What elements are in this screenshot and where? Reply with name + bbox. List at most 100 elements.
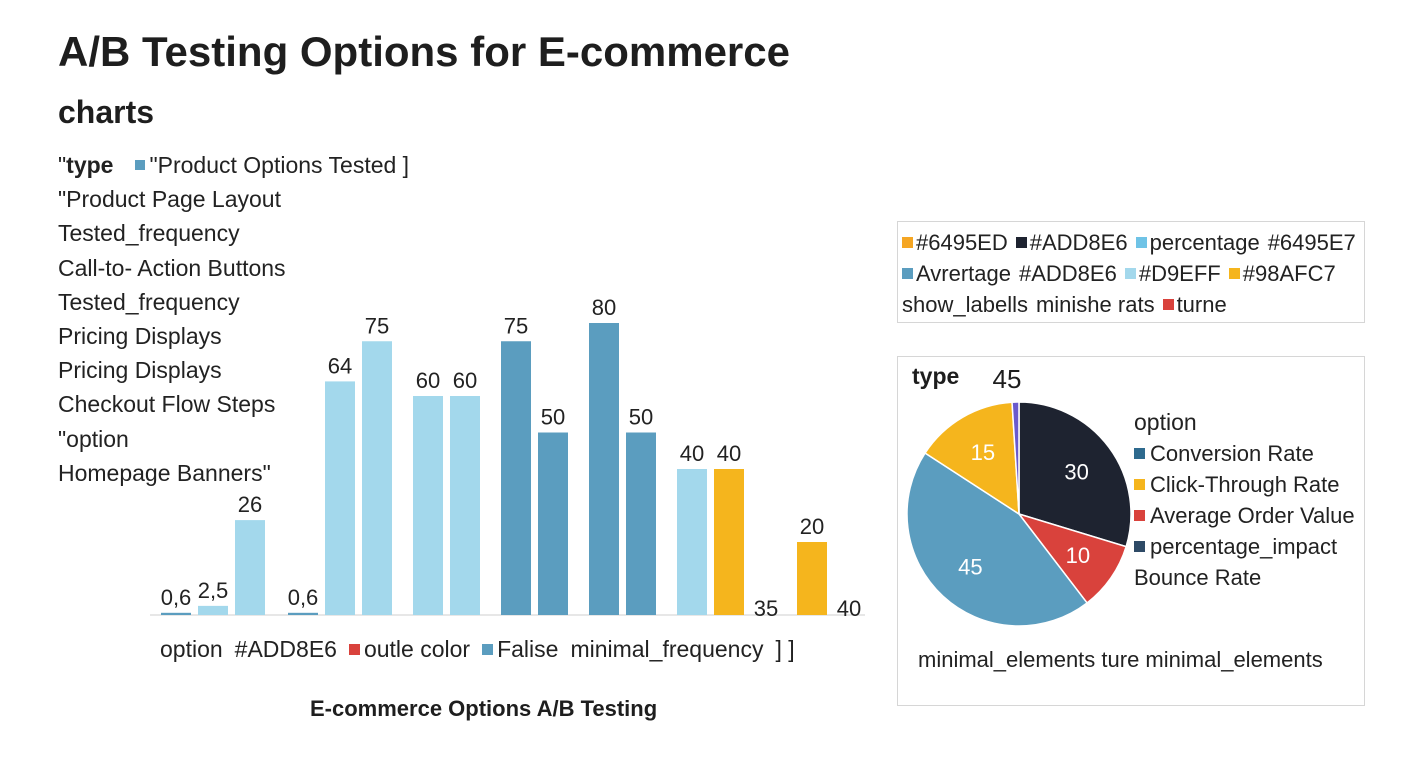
bar <box>677 469 707 615</box>
spec-row: Pricing Displays <box>58 323 222 350</box>
pie-legend-label: Average Order Value <box>1150 503 1355 528</box>
bar-value-label: 35 <box>754 596 778 621</box>
spec-row: Call-to- Action Buttons <box>58 254 286 281</box>
spec-value: "Product Options Tested ] <box>149 152 410 178</box>
spec-row: "Product Page Layout <box>58 186 281 213</box>
legend-swatch <box>1134 510 1145 521</box>
bar-legend-item: #ADD8E6 <box>235 636 337 663</box>
legend-box-item: percentage <box>1135 227 1260 258</box>
spec-swatch <box>135 160 146 170</box>
pie-slice <box>923 401 1020 516</box>
bar-legend: option #ADD8E6 outle color Falise minimal_fr… <box>160 636 795 663</box>
legend-swatch <box>1015 237 1027 248</box>
legend-box-label: percentage <box>1149 230 1260 255</box>
legend-box-label: minishe rats <box>1035 292 1155 317</box>
pie-legend-item: percentage_impact <box>1134 531 1355 562</box>
bar-legend-label: #ADD8E6 <box>234 636 337 662</box>
bar-legend-suffix: ] ] <box>775 636 795 662</box>
page-subtitle: charts <box>58 94 155 130</box>
bar <box>450 396 480 615</box>
legend-box-label: #6495E7 <box>1267 230 1356 255</box>
page-title: A/B Testing Options for E-commerce <box>58 28 790 75</box>
bar-value-label: 40 <box>680 441 704 466</box>
pie-slice-label: 45 <box>958 555 982 580</box>
spec-key: type <box>66 152 114 178</box>
bar <box>589 323 619 615</box>
pie-legend-item: Average Order Value <box>1134 500 1355 531</box>
pie-slice-label: 30 <box>1064 459 1088 484</box>
legend-box-label: #D9EFF <box>1138 261 1221 286</box>
bar <box>797 542 827 615</box>
pie-legend-item: Click-Through Rate <box>1134 469 1355 500</box>
legend-box-item: show_labells <box>902 289 1028 320</box>
bar-legend-item: outle color <box>348 636 471 663</box>
color-legend-box: #6495ED #ADD8E6 percentage #6495E7 Avrertage… <box>897 221 1365 323</box>
legend-box-item: #6495E7 <box>1268 227 1356 258</box>
legend-swatch <box>1134 479 1145 490</box>
legend-box-label: turne <box>1176 292 1227 317</box>
pie-slice-label: 15 <box>971 440 995 465</box>
legend-box-label: #98AFC7 <box>1242 261 1336 286</box>
bar-value-label: 60 <box>453 368 477 393</box>
bar-value-label: 50 <box>541 405 565 430</box>
legend-swatch <box>902 268 913 279</box>
legend-swatch <box>1135 237 1147 248</box>
bar <box>235 520 265 615</box>
pie-chart: 30 10 45 15 45 <box>906 364 1132 627</box>
legend-box-item: minishe rats <box>1036 289 1155 320</box>
pie-legend-label: Conversion Rate <box>1150 441 1314 466</box>
bar-value-label: 26 <box>238 492 262 517</box>
pie-slice-label: 45 <box>992 364 1021 394</box>
spec-row: Tested_frequency <box>58 288 240 315</box>
bar <box>714 469 744 615</box>
bar-value-label: 0,6 <box>161 585 192 610</box>
legend-box-label: show_labells <box>902 292 1028 317</box>
legend-swatch <box>482 644 494 655</box>
bar-value-label: 75 <box>365 313 389 338</box>
legend-box-label: #ADD8E6 <box>1018 261 1117 286</box>
spec-row-type: "type "Product Options Tested ] <box>58 148 409 182</box>
legend-swatch <box>902 237 913 248</box>
legend-box-item: #D9EFF <box>1124 258 1221 289</box>
bar-value-label: 40 <box>837 596 861 621</box>
bar <box>362 341 392 615</box>
bar-value-label: 20 <box>800 514 824 539</box>
legend-swatch <box>1124 268 1136 279</box>
bar-legend-label: outle color <box>363 636 471 662</box>
bar <box>288 612 318 615</box>
legend-box-item: #ADD8E6 <box>1015 227 1128 258</box>
bar-legend-item: Falise <box>482 636 558 663</box>
bar-value-label: 60 <box>416 368 440 393</box>
bar-chart-caption: E-commerce Options A/B Testing <box>310 696 658 721</box>
legend-box-row: Avrertage #ADD8E6 #D9EFF #98AFC7 <box>902 258 1364 289</box>
legend-box-item: turne <box>1162 289 1227 320</box>
pie-type-label: type <box>912 363 960 389</box>
bar-legend-label: option <box>160 636 223 662</box>
legend-swatch <box>1162 299 1174 310</box>
bar-value-label: 80 <box>592 295 616 320</box>
legend-box-label: #ADD8E6 <box>1029 230 1128 255</box>
spec-row: "option <box>58 425 129 452</box>
bar <box>161 612 191 615</box>
bar <box>413 396 443 615</box>
pie-slice <box>906 452 1089 627</box>
bar-legend-item: minimal_frequency <box>570 636 763 663</box>
pie-slice <box>1011 401 1020 515</box>
legend-box-row: show_labells minishe rats turne <box>902 289 1364 320</box>
bar-value-label: 2,5 <box>198 578 229 603</box>
pie-slice-label: 10 <box>1066 543 1090 568</box>
pie-legend-item: Conversion Rate <box>1134 438 1355 469</box>
pie-slice <box>1018 401 1132 548</box>
bar-value-label: 75 <box>504 313 528 338</box>
pie-legend-title: option <box>1134 409 1197 435</box>
legend-box-item: #98AFC7 <box>1228 258 1336 289</box>
legend-swatch <box>1134 541 1145 552</box>
legend-swatch <box>1228 268 1240 279</box>
bar <box>325 381 355 615</box>
spec-row: Tested_frequency <box>58 220 240 247</box>
legend-swatch <box>348 644 360 655</box>
pie-legend-label: Click-Through Rate <box>1150 472 1340 497</box>
pie-footer: minimal_elements ture minimal_elements <box>918 647 1323 672</box>
bar <box>538 432 568 615</box>
